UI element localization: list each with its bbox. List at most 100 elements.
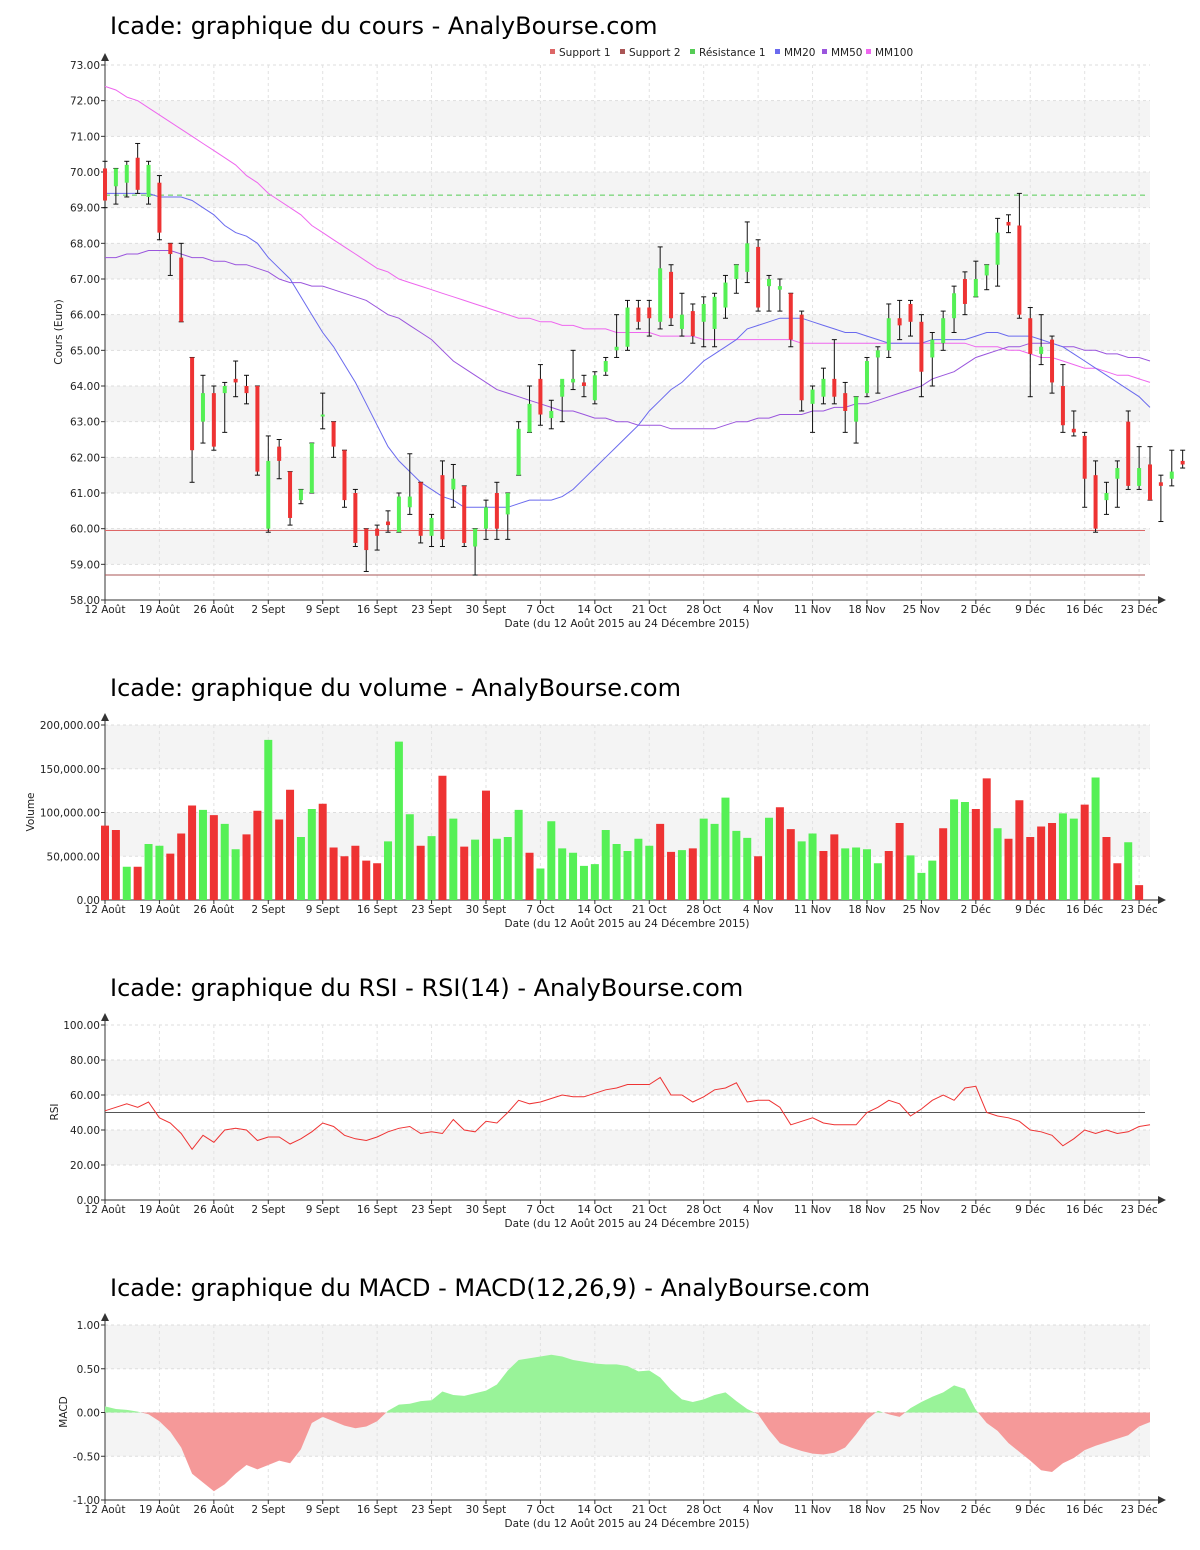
- volume-x-tick-label: 14 Oct: [577, 904, 612, 916]
- candle-body: [407, 496, 412, 508]
- volume-bar: [340, 856, 349, 900]
- volume-bar: [743, 837, 752, 900]
- price-y-tick-label: 62.00: [70, 452, 100, 464]
- candle-body: [146, 164, 151, 197]
- candle-down: [352, 488, 358, 547]
- candle-down: [276, 439, 282, 480]
- macd-x-tick-label: 2 Sept: [251, 1504, 285, 1516]
- price-y-tick-label: 72.00: [70, 96, 100, 108]
- candle-up: [929, 332, 935, 387]
- rsi-x-tick-label: 7 Oct: [526, 1204, 554, 1216]
- candle-up: [777, 278, 783, 312]
- volume-bar: [895, 823, 904, 900]
- candle-down: [1082, 431, 1088, 508]
- candle-body: [527, 403, 532, 433]
- candle-up: [853, 396, 859, 444]
- macd-y-tick-label: 1.00: [77, 1320, 100, 1332]
- legend-swatch: [620, 49, 625, 54]
- rsi-y-tick-label: 20.00: [70, 1160, 100, 1172]
- candle-up: [113, 167, 119, 205]
- rsi-x-tick-label: 18 Nov: [848, 1204, 885, 1216]
- candle-body: [636, 307, 641, 322]
- candle-body: [375, 528, 380, 536]
- candle-body: [211, 393, 216, 447]
- volume-y-arrow: [101, 713, 109, 721]
- volume-bar: [1113, 863, 1122, 900]
- candle-body: [952, 293, 957, 319]
- volume-bar: [405, 814, 414, 900]
- candle-down: [254, 385, 260, 476]
- candle-up: [712, 292, 718, 348]
- macd-chart-title: Icade: graphique du MACD - MACD(12,26,9)…: [110, 1274, 870, 1302]
- volume-bar: [808, 833, 817, 900]
- candle-down: [102, 160, 108, 209]
- macd-y-arrow: [101, 1313, 109, 1321]
- candle-up: [744, 221, 750, 284]
- candle-body: [843, 393, 848, 411]
- candle-body: [244, 386, 249, 394]
- legend-swatch: [775, 49, 780, 54]
- candle-body: [1082, 435, 1087, 479]
- candle-up: [657, 246, 663, 330]
- candle-up: [265, 435, 271, 533]
- candle-up: [516, 421, 522, 476]
- candle-down: [385, 510, 391, 533]
- volume-bar: [873, 863, 882, 900]
- candle-body: [777, 286, 782, 290]
- price-grid-band: [105, 386, 1150, 422]
- macd-negative-area: [754, 1412, 876, 1455]
- volume-bar: [394, 741, 403, 900]
- candle-up: [984, 264, 990, 291]
- legend-swatch: [866, 49, 871, 54]
- macd-y-tick-label: -1.00: [73, 1495, 100, 1507]
- price-x-tick-label: 7 Oct: [526, 604, 554, 616]
- candle-down: [1093, 460, 1099, 533]
- volume-bar: [634, 838, 643, 900]
- macd-x-tick-label: 14 Oct: [577, 1504, 612, 1516]
- volume-y-tick-label: 0.00: [77, 895, 100, 907]
- candle-down: [1071, 410, 1077, 437]
- volume-bar: [514, 809, 523, 900]
- macd-x-tick-label: 26 Août: [193, 1504, 234, 1516]
- candle-body: [451, 478, 456, 490]
- volume-bar: [198, 809, 207, 900]
- candle-up: [298, 488, 304, 505]
- volume-bar: [1091, 777, 1100, 900]
- macd-x-tick-label: 21 Oct: [632, 1504, 667, 1516]
- legend-label: Support 2: [629, 47, 681, 59]
- legend-label: Support 1: [559, 47, 611, 59]
- candle-down: [156, 175, 162, 241]
- price-y-tick-label: 67.00: [70, 274, 100, 286]
- candle-body: [277, 446, 282, 461]
- candle-body: [233, 378, 238, 383]
- volume-x-tick-label: 11 Nov: [794, 904, 831, 916]
- candle-up: [472, 528, 478, 576]
- price-grid-band: [105, 528, 1150, 565]
- rsi-y-tick-label: 0.00: [77, 1195, 100, 1207]
- macd-x-tick-label: 7 Oct: [526, 1504, 554, 1516]
- candle-body: [647, 307, 652, 319]
- candle-body: [592, 375, 597, 401]
- candle-body: [396, 496, 401, 533]
- candle-body: [995, 232, 1000, 265]
- candle-down: [189, 356, 195, 483]
- candle-body: [168, 243, 173, 255]
- volume-bar: [536, 868, 545, 900]
- volume-bar: [351, 845, 360, 900]
- candle-up: [701, 296, 707, 348]
- candle-body: [418, 482, 423, 536]
- volume-bar: [275, 819, 284, 900]
- candle-body: [179, 257, 184, 322]
- candle-body: [1028, 318, 1033, 354]
- volume-bar: [481, 790, 490, 900]
- volume-bar: [797, 841, 806, 900]
- candle-body: [386, 521, 391, 526]
- volume-bar: [852, 847, 861, 900]
- candle-up: [810, 385, 816, 433]
- volume-bar: [1037, 826, 1046, 900]
- candle-body: [1137, 468, 1142, 486]
- candle-body: [353, 493, 358, 543]
- rsi-x-tick-label: 25 Nov: [903, 1204, 940, 1216]
- volume-bar: [710, 823, 719, 900]
- candle-down: [842, 381, 848, 433]
